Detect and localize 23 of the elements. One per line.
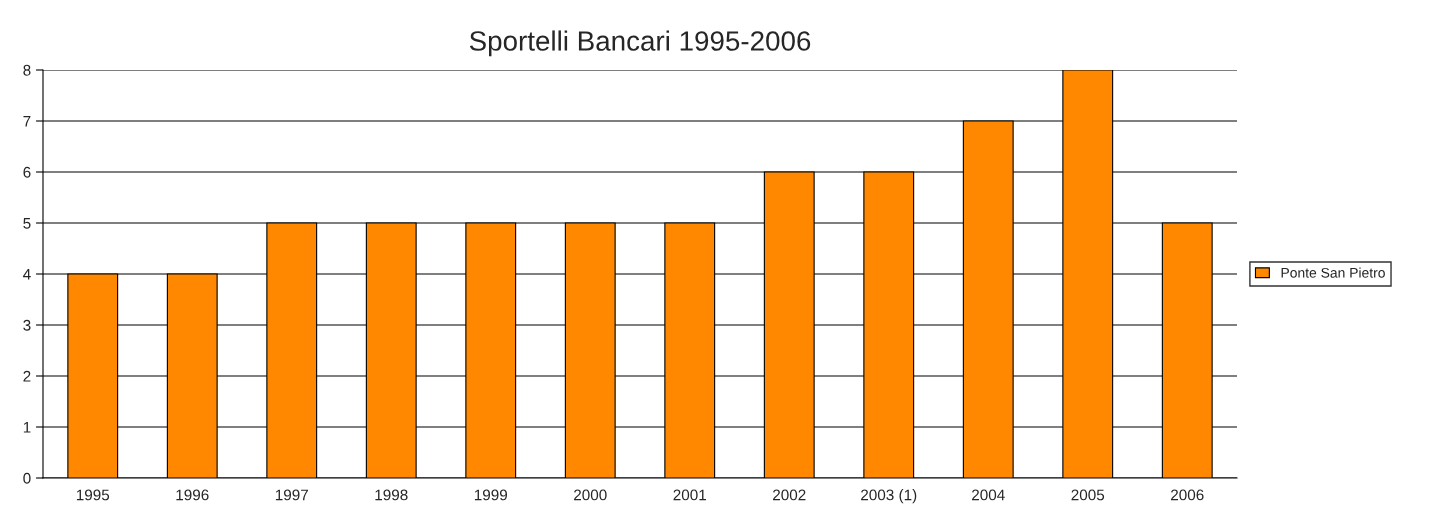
x-tick-label: 1998: [375, 489, 408, 501]
y-tick-label: 0: [23, 472, 31, 484]
y-tick-label: 5: [23, 218, 31, 229]
x-tick-label: 2003 (1): [861, 489, 917, 504]
x-tick-label: 1999: [474, 489, 508, 501]
x-tick-label: 2006: [1171, 489, 1204, 501]
x-tick-label: 2004: [972, 489, 1005, 501]
x-tick-label: 1995: [76, 489, 110, 501]
legend-label: Ponte San Pietro: [1281, 267, 1385, 278]
x-tick-label: 2002: [773, 489, 806, 501]
y-tick-label: 6: [23, 166, 31, 178]
chart-title: Sportelli Bancari 1995-2006: [469, 30, 811, 57]
x-tick-label: 2001: [673, 489, 706, 501]
y-tick-label: 1: [23, 422, 31, 433]
y-tick-label: 8: [23, 64, 31, 76]
x-tick-label: 2005: [1071, 489, 1105, 501]
x-tick-label: 1997: [275, 489, 308, 501]
y-tick-label: 7: [23, 116, 31, 127]
y-tick-label: 3: [23, 319, 31, 331]
x-tick-label: 1996: [176, 489, 209, 501]
y-tick-label: 4: [23, 269, 31, 280]
x-tick-label: 2000: [574, 489, 607, 501]
y-tick-label: 2: [23, 370, 31, 382]
